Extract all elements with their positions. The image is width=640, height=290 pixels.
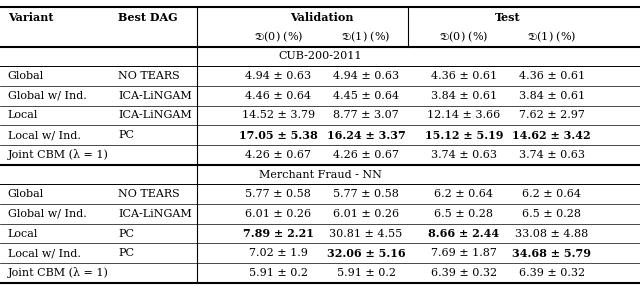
Text: 4.36 ± 0.61: 4.36 ± 0.61 <box>431 71 497 81</box>
Text: Global: Global <box>8 189 44 199</box>
Text: PC: PC <box>118 130 134 140</box>
Text: 7.69 ± 1.87: 7.69 ± 1.87 <box>431 248 497 258</box>
Text: 15.12 ± 5.19: 15.12 ± 5.19 <box>425 130 503 141</box>
Text: 14.62 ± 3.42: 14.62 ± 3.42 <box>513 130 591 141</box>
Text: 5.91 ± 0.2: 5.91 ± 0.2 <box>249 268 308 278</box>
Text: Merchant Fraud - NN: Merchant Fraud - NN <box>259 170 381 180</box>
Text: 5.77 ± 0.58: 5.77 ± 0.58 <box>246 189 311 199</box>
Text: ICA-LiNGAM: ICA-LiNGAM <box>118 209 192 219</box>
Text: Local w/ Ind.: Local w/ Ind. <box>8 248 81 258</box>
Text: $\mathfrak{D}$(0) (%): $\mathfrak{D}$(0) (%) <box>439 30 489 44</box>
Text: 6.39 ± 0.32: 6.39 ± 0.32 <box>518 268 585 278</box>
Text: 34.68 ± 5.79: 34.68 ± 5.79 <box>512 248 591 259</box>
Text: Joint CBM (λ = 1): Joint CBM (λ = 1) <box>8 149 109 160</box>
Text: 12.14 ± 3.66: 12.14 ± 3.66 <box>428 110 500 120</box>
Text: 8.66 ± 2.44: 8.66 ± 2.44 <box>428 228 500 239</box>
Text: ICA-LiNGAM: ICA-LiNGAM <box>118 110 192 120</box>
Text: Local: Local <box>8 110 38 120</box>
Text: 6.01 ± 0.26: 6.01 ± 0.26 <box>333 209 399 219</box>
Text: 3.74 ± 0.63: 3.74 ± 0.63 <box>431 150 497 160</box>
Text: 3.84 ± 0.61: 3.84 ± 0.61 <box>518 91 585 101</box>
Text: PC: PC <box>118 229 134 239</box>
Text: 14.52 ± 3.79: 14.52 ± 3.79 <box>242 110 315 120</box>
Text: NO TEARS: NO TEARS <box>118 71 180 81</box>
Text: 4.94 ± 0.63: 4.94 ± 0.63 <box>333 71 399 81</box>
Text: 5.77 ± 0.58: 5.77 ± 0.58 <box>333 189 399 199</box>
Text: PC: PC <box>118 248 134 258</box>
Text: 4.26 ± 0.67: 4.26 ± 0.67 <box>333 150 399 160</box>
Text: 17.05 ± 5.38: 17.05 ± 5.38 <box>239 130 318 141</box>
Text: 6.5 ± 0.28: 6.5 ± 0.28 <box>435 209 493 219</box>
Text: 7.02 ± 1.9: 7.02 ± 1.9 <box>249 248 308 258</box>
Text: Global: Global <box>8 71 44 81</box>
Text: Local: Local <box>8 229 38 239</box>
Text: Validation: Validation <box>290 12 354 23</box>
Text: 5.91 ± 0.2: 5.91 ± 0.2 <box>337 268 396 278</box>
Text: 6.01 ± 0.26: 6.01 ± 0.26 <box>245 209 312 219</box>
Text: 7.89 ± 2.21: 7.89 ± 2.21 <box>243 228 314 239</box>
Text: 32.06 ± 5.16: 32.06 ± 5.16 <box>327 248 405 259</box>
Text: 8.77 ± 3.07: 8.77 ± 3.07 <box>333 110 399 120</box>
Text: Variant: Variant <box>8 12 53 23</box>
Text: NO TEARS: NO TEARS <box>118 189 180 199</box>
Text: Global w/ Ind.: Global w/ Ind. <box>8 209 86 219</box>
Text: Joint CBM (λ = 1): Joint CBM (λ = 1) <box>8 267 109 278</box>
Text: $\mathfrak{D}$(0) (%): $\mathfrak{D}$(0) (%) <box>253 30 303 44</box>
Text: 4.26 ± 0.67: 4.26 ± 0.67 <box>245 150 312 160</box>
Text: ICA-LiNGAM: ICA-LiNGAM <box>118 91 192 101</box>
Text: 33.08 ± 4.88: 33.08 ± 4.88 <box>515 229 588 239</box>
Text: 4.94 ± 0.63: 4.94 ± 0.63 <box>245 71 312 81</box>
Text: Local w/ Ind.: Local w/ Ind. <box>8 130 81 140</box>
Text: 4.45 ± 0.64: 4.45 ± 0.64 <box>333 91 399 101</box>
Text: Best DAG: Best DAG <box>118 12 178 23</box>
Text: Test: Test <box>495 12 520 23</box>
Text: 6.2 ± 0.64: 6.2 ± 0.64 <box>522 189 581 199</box>
Text: $\mathfrak{D}$(1) (%): $\mathfrak{D}$(1) (%) <box>527 30 577 44</box>
Text: 7.62 ± 2.97: 7.62 ± 2.97 <box>519 110 584 120</box>
Text: Global w/ Ind.: Global w/ Ind. <box>8 91 86 101</box>
Text: $\mathfrak{D}$(1) (%): $\mathfrak{D}$(1) (%) <box>341 30 391 44</box>
Text: 16.24 ± 3.37: 16.24 ± 3.37 <box>326 130 406 141</box>
Text: 4.46 ± 0.64: 4.46 ± 0.64 <box>245 91 312 101</box>
Text: 30.81 ± 4.55: 30.81 ± 4.55 <box>330 229 403 239</box>
Text: 3.84 ± 0.61: 3.84 ± 0.61 <box>431 91 497 101</box>
Text: 6.5 ± 0.28: 6.5 ± 0.28 <box>522 209 581 219</box>
Text: 4.36 ± 0.61: 4.36 ± 0.61 <box>518 71 585 81</box>
Text: 6.39 ± 0.32: 6.39 ± 0.32 <box>431 268 497 278</box>
Text: 3.74 ± 0.63: 3.74 ± 0.63 <box>518 150 585 160</box>
Text: CUB-200-2011: CUB-200-2011 <box>278 51 362 61</box>
Text: 6.2 ± 0.64: 6.2 ± 0.64 <box>435 189 493 199</box>
